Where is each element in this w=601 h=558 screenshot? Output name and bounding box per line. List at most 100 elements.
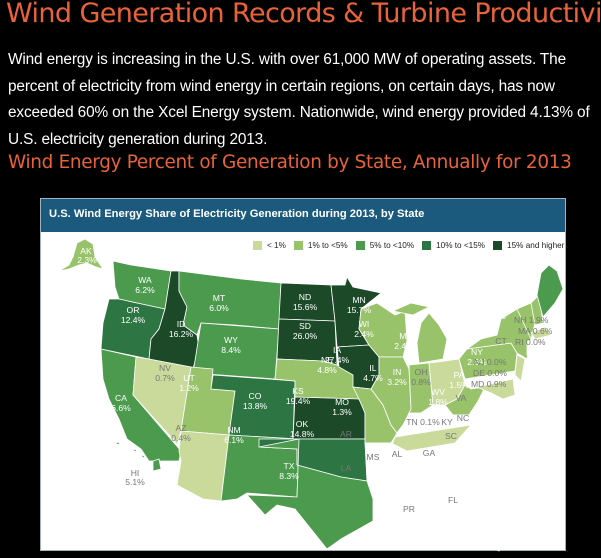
- svg-text:RI 0.0%: RI 0.0%: [515, 337, 546, 347]
- page-title: Wind Generation Records & Turbine Produc…: [6, 0, 601, 29]
- svg-text:0.4%: 0.4%: [171, 433, 191, 443]
- svg-text:PA: PA: [454, 370, 465, 380]
- svg-text:WV: WV: [431, 387, 445, 397]
- svg-text:NV: NV: [159, 363, 171, 373]
- svg-text:2.6%: 2.6%: [467, 357, 487, 367]
- svg-text:OK: OK: [296, 419, 309, 429]
- svg-text:1.2%: 1.2%: [179, 383, 199, 393]
- svg-text:LA: LA: [341, 463, 352, 473]
- svg-text:26.0%: 26.0%: [293, 331, 318, 341]
- svg-text:UT: UT: [183, 373, 195, 383]
- state-WI[interactable]: [358, 302, 408, 358]
- svg-text:OR: OR: [127, 305, 140, 315]
- intro-paragraph: Wind energy is increasing in the U.S. wi…: [8, 51, 590, 148]
- svg-text:19.4%: 19.4%: [286, 396, 311, 406]
- svg-text:KS: KS: [292, 386, 304, 396]
- svg-text:MO: MO: [335, 397, 349, 407]
- state-PR[interactable]: [424, 511, 450, 518]
- svg-text:ND: ND: [299, 292, 311, 302]
- chart-header: U.S. Wind Energy Share of Electricity Ge…: [41, 199, 565, 232]
- svg-text:WI: WI: [359, 319, 370, 329]
- svg-text:DE 0.0%: DE 0.0%: [473, 368, 507, 378]
- svg-text:GA: GA: [423, 448, 436, 458]
- section-subtitle: Wind Energy Percent of Generation by Sta…: [8, 152, 572, 173]
- state-SC[interactable]: [464, 442, 508, 470]
- svg-text:MA 0.6%: MA 0.6%: [518, 326, 553, 336]
- svg-text:WY: WY: [224, 335, 238, 345]
- state-MA[interactable]: [530, 326, 552, 340]
- svg-text:1.5%: 1.5%: [449, 380, 469, 390]
- state-AK[interactable]: [58, 238, 104, 272]
- svg-text:AL: AL: [392, 449, 403, 459]
- chart-legend: < 1% 1% to <5% 5% to <10% 10% to <15% 15…: [245, 241, 564, 250]
- svg-text:6.6%: 6.6%: [111, 403, 131, 413]
- svg-text:NM: NM: [227, 425, 240, 435]
- svg-text:KY: KY: [441, 417, 453, 427]
- state-FL[interactable]: [432, 488, 504, 552]
- svg-text:2.4%: 2.4%: [394, 341, 414, 351]
- svg-text:IL: IL: [369, 363, 376, 373]
- svg-text:6.2%: 6.2%: [135, 285, 155, 295]
- svg-text:27.4%: 27.4%: [325, 355, 350, 365]
- svg-text:12.4%: 12.4%: [121, 315, 146, 325]
- svg-text:IN: IN: [393, 367, 402, 377]
- map-chart-frame: U.S. Wind Energy Share of Electricity Ge…: [40, 198, 566, 552]
- svg-text:SD: SD: [299, 321, 311, 331]
- svg-text:7.4%: 7.4%: [501, 299, 521, 309]
- state-NC[interactable]: [454, 412, 530, 446]
- svg-text:SC: SC: [445, 431, 457, 441]
- svg-text:ID: ID: [177, 319, 186, 329]
- svg-text:CO: CO: [249, 391, 262, 401]
- svg-text:AZ: AZ: [176, 423, 187, 433]
- legend-label: < 1%: [267, 241, 286, 250]
- svg-text:NH 1.9%: NH 1.9%: [514, 315, 549, 325]
- state-ME[interactable]: [536, 264, 564, 318]
- svg-text:MI: MI: [399, 331, 409, 341]
- svg-text:4.8%: 4.8%: [317, 365, 337, 375]
- svg-text:1.3%: 1.3%: [332, 407, 352, 417]
- state-CT[interactable]: [526, 338, 540, 356]
- svg-text:2.4%: 2.4%: [354, 329, 374, 339]
- svg-text:6.1%: 6.1%: [224, 435, 244, 445]
- svg-text:NY: NY: [471, 347, 483, 357]
- legend-label: 10% to <15%: [436, 241, 486, 250]
- svg-text:AK: AK: [80, 246, 92, 256]
- svg-text:TX: TX: [284, 461, 295, 471]
- svg-text:VA: VA: [456, 393, 467, 403]
- svg-text:NJ 0.0%: NJ 0.0%: [474, 357, 507, 367]
- svg-text:VT: VT: [491, 301, 503, 311]
- state-NJ[interactable]: [514, 354, 526, 382]
- legend-swatch-10-15: [422, 241, 432, 250]
- us-map: AK 2.3% WA 6.2% OR 12.4% ID 16.2% MT 6.0…: [58, 238, 564, 552]
- state-KY[interactable]: [396, 404, 454, 434]
- legend-swatch-5-10: [355, 241, 365, 250]
- svg-text:MN: MN: [352, 295, 365, 305]
- svg-text:4.7%: 4.7%: [363, 373, 383, 383]
- svg-text:6.0%: 6.0%: [209, 303, 229, 313]
- svg-text:TN 0.1%: TN 0.1%: [406, 417, 440, 427]
- svg-text:0.7%: 0.7%: [155, 373, 175, 383]
- state-labels: AK 2.3% WA 6.2% OR 12.4% ID 16.2% MT 6.0…: [77, 246, 553, 514]
- svg-text:15.7%: 15.7%: [347, 305, 372, 315]
- svg-text:14.8%: 14.8%: [290, 429, 315, 439]
- chart-title: U.S. Wind Energy Share of Electricity Ge…: [49, 208, 425, 220]
- svg-text:16.2%: 16.2%: [169, 329, 194, 339]
- svg-text:5.1%: 5.1%: [125, 477, 145, 487]
- svg-text:3.2%: 3.2%: [387, 377, 407, 387]
- state-TX[interactable]: [246, 438, 374, 550]
- svg-text:NC: NC: [457, 413, 469, 423]
- svg-text:0.8%: 0.8%: [411, 377, 431, 387]
- svg-text:2.3%: 2.3%: [77, 255, 97, 265]
- svg-text:CA: CA: [115, 393, 127, 403]
- svg-text:OH: OH: [415, 367, 428, 377]
- svg-text:8.3%: 8.3%: [279, 471, 299, 481]
- legend-label: 5% to <10%: [369, 241, 415, 250]
- state-NV[interactable]: [132, 356, 192, 446]
- legend-swatch-1-5: [293, 241, 303, 250]
- svg-text:IA: IA: [333, 345, 341, 355]
- state-MD[interactable]: [475, 378, 516, 400]
- legend-swatch-15plus: [493, 241, 503, 250]
- state-HI[interactable]: [113, 441, 162, 472]
- svg-text:15.6%: 15.6%: [293, 302, 318, 312]
- state-MI[interactable]: [391, 302, 448, 364]
